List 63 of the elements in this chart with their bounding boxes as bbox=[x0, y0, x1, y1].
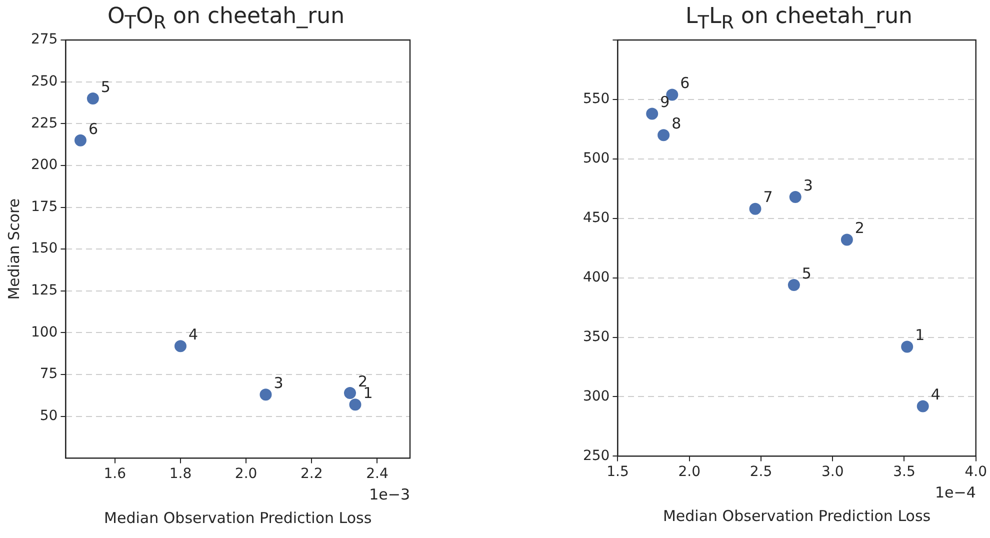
point bbox=[86, 92, 99, 105]
annotation: 7 bbox=[763, 188, 773, 206]
annotation: 2 bbox=[854, 219, 864, 238]
x-tick-label: 2.2 bbox=[300, 466, 323, 482]
point bbox=[789, 190, 802, 203]
x-tick-label: 2.5 bbox=[750, 464, 772, 480]
y-tick-label: 225 bbox=[30, 115, 58, 132]
x-tick-label: 3.0 bbox=[821, 464, 844, 480]
point bbox=[916, 400, 929, 412]
text: 1e−3 bbox=[369, 486, 410, 504]
point bbox=[646, 108, 658, 120]
y-tick-label: 350 bbox=[582, 328, 610, 345]
chart-title: L$_{T}$L$_{R}$ on cheetah_run bbox=[684, 3, 914, 36]
point bbox=[658, 129, 670, 142]
point bbox=[74, 134, 86, 146]
y-tick-label: 100 bbox=[30, 324, 58, 340]
y-tick-label: 150 bbox=[30, 240, 58, 257]
annotation: 5 bbox=[802, 264, 812, 282]
point bbox=[344, 386, 356, 399]
annotation: 3 bbox=[274, 374, 284, 392]
annotation: 4 bbox=[930, 386, 940, 404]
annotation: 9 bbox=[660, 93, 670, 112]
x-tick-label: 1.8 bbox=[169, 466, 192, 482]
y-tick-label: 550 bbox=[582, 91, 610, 108]
x-tick-label: 1.6 bbox=[104, 466, 126, 482]
x-tick-label: 4.0 bbox=[964, 464, 987, 480]
annotation: 1 bbox=[915, 326, 925, 344]
point bbox=[901, 340, 914, 353]
x-tick-label: 2.0 bbox=[678, 464, 700, 480]
y-tick-label: 75 bbox=[40, 366, 58, 382]
annotation: 6 bbox=[680, 74, 690, 92]
x-tick-label: 2.0 bbox=[234, 466, 258, 482]
annotation: 3 bbox=[803, 176, 813, 194]
chart-title: O$_{T}$O$_{R}$ on cheetah_run bbox=[107, 4, 345, 34]
annotation: 5 bbox=[100, 78, 110, 96]
point bbox=[788, 278, 800, 291]
y-tick-label: 500 bbox=[582, 150, 610, 167]
y-tick-label: 250 bbox=[30, 73, 58, 90]
point bbox=[349, 398, 362, 411]
point bbox=[840, 234, 853, 246]
annotation: 8 bbox=[672, 114, 682, 133]
point bbox=[749, 202, 762, 215]
y-tick-label: 400 bbox=[582, 269, 610, 286]
text: 1e−4 bbox=[934, 484, 976, 502]
y-tick-label: 50 bbox=[40, 408, 58, 424]
annotation: 4 bbox=[188, 326, 198, 344]
y-tick-label: 175 bbox=[30, 198, 58, 215]
x-tick-label: 1.5 bbox=[606, 464, 629, 480]
x-axis-title: Median Observation Prediction Loss bbox=[104, 508, 372, 527]
y-tick-label: 450 bbox=[582, 210, 610, 226]
y-tick-label: 250 bbox=[582, 448, 610, 464]
y-tick-label: 125 bbox=[30, 282, 58, 299]
y-axis-title: Median Score bbox=[4, 198, 23, 300]
point bbox=[174, 340, 186, 352]
x-tick-label: 2.4 bbox=[366, 466, 388, 482]
y-tick-label: 275 bbox=[30, 32, 58, 48]
x-tick-label: 3.5 bbox=[893, 464, 916, 480]
point bbox=[260, 388, 272, 401]
y-tick-label: 200 bbox=[30, 157, 58, 174]
y-tick-label: 300 bbox=[582, 388, 610, 404]
annotation: 1 bbox=[363, 384, 373, 402]
annotation: 6 bbox=[88, 120, 98, 138]
x-axis-title: Median Observation Prediction Loss bbox=[662, 506, 931, 525]
